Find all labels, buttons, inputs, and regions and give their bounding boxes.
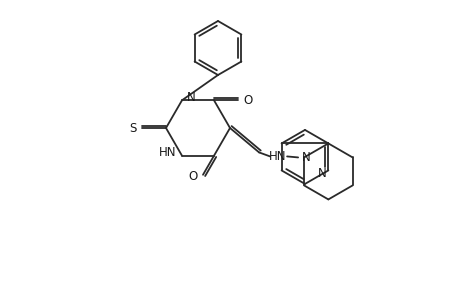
Text: O: O <box>188 170 197 183</box>
Text: HN: HN <box>269 150 286 163</box>
Text: N: N <box>302 151 310 164</box>
Text: HN: HN <box>159 146 176 159</box>
Text: O: O <box>243 94 252 107</box>
Text: N: N <box>317 167 326 180</box>
Text: N: N <box>186 91 195 104</box>
Text: S: S <box>129 122 136 134</box>
